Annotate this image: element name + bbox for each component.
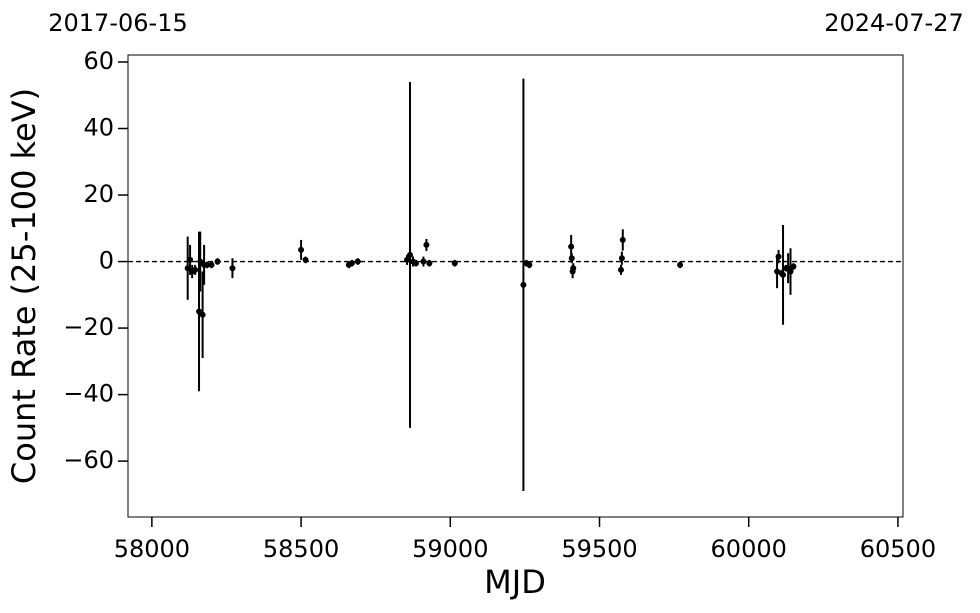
data-point xyxy=(407,251,414,258)
data-point xyxy=(423,241,430,248)
data-point xyxy=(568,255,575,262)
x-tick-label: 60000 xyxy=(711,535,787,563)
data-point xyxy=(775,253,782,260)
y-tick-label: 40 xyxy=(83,114,114,142)
data-point xyxy=(780,271,787,278)
data-point xyxy=(302,256,309,263)
data-point xyxy=(404,256,411,263)
data-point xyxy=(526,261,533,268)
data-point xyxy=(426,260,433,267)
y-tick-label: 20 xyxy=(83,180,114,208)
data-point xyxy=(568,243,575,250)
data-point xyxy=(348,260,355,267)
data-point xyxy=(619,236,626,243)
data-point xyxy=(617,266,624,273)
x-tick-label: 58000 xyxy=(114,535,190,563)
y-tick-label: −40 xyxy=(63,380,114,408)
data-point xyxy=(214,258,221,265)
data-point xyxy=(187,256,194,263)
x-tick-label: 59500 xyxy=(561,535,637,563)
data-point xyxy=(192,266,199,273)
data-point xyxy=(298,246,305,253)
data-point xyxy=(354,258,361,265)
data-point xyxy=(570,265,577,272)
y-tick-label: −20 xyxy=(63,313,114,341)
annotation: 2024-07-27 xyxy=(824,9,963,37)
x-axis-label: MJD xyxy=(484,563,546,601)
x-tick-label: 58500 xyxy=(263,535,339,563)
data-point xyxy=(208,261,215,268)
data-point xyxy=(520,281,527,288)
x-tick-label: 60500 xyxy=(860,535,936,563)
data-point xyxy=(199,311,206,318)
data-point xyxy=(412,260,419,267)
data-point xyxy=(204,261,211,268)
y-tick-label: 0 xyxy=(99,247,114,275)
plot-frame xyxy=(127,54,904,518)
data-point xyxy=(229,265,236,272)
data-point xyxy=(790,263,797,270)
y-tick-label: −60 xyxy=(63,446,114,474)
data-point xyxy=(618,255,625,262)
data-point xyxy=(787,268,794,275)
data-point xyxy=(451,260,458,267)
data-point xyxy=(420,258,427,265)
annotation: 2017-06-15 xyxy=(48,9,187,37)
data-point xyxy=(677,261,684,268)
y-axis-label: Count Rate (25-100 keV) xyxy=(5,88,43,484)
x-tick-label: 59000 xyxy=(412,535,488,563)
data-point xyxy=(184,265,191,272)
y-tick-label: 60 xyxy=(83,47,114,75)
